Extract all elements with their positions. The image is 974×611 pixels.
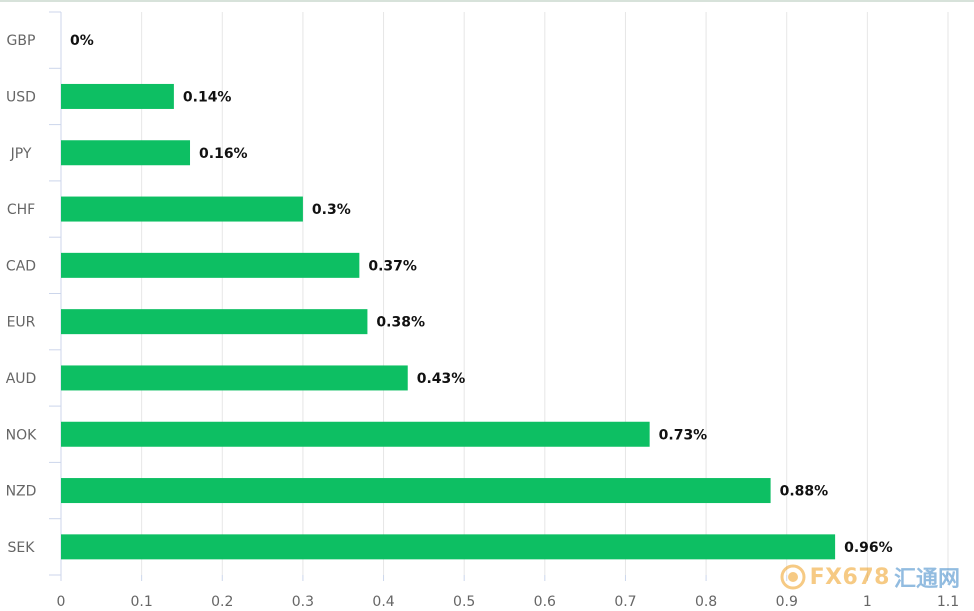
data-label: 0.16% [199,146,248,162]
category-label: EUR [7,315,36,331]
x-tick-label: 0.4 [372,594,394,610]
data-label: 0.88% [780,484,829,500]
bar-aud [61,365,408,391]
x-tick-label: 1 [863,594,872,610]
data-label: 0% [70,33,94,49]
category-label: JPY [10,146,32,162]
bar-nzd [61,478,771,504]
x-tick-label: 0.7 [614,594,636,610]
x-tick-label: 0.3 [292,594,314,610]
x-tick-labels: 0 0.1 0.2 0.3 0.4 0.5 0.6 0.7 0.8 0.9 1 1.1 [57,594,960,610]
x-tick-label: 0.9 [776,594,798,610]
data-label: 0.38% [376,315,425,331]
category-label: SEK [8,540,36,556]
bar-chf [61,196,303,222]
data-label: 0.14% [183,89,232,105]
category-label: AUD [6,371,37,387]
bar-sek [61,534,836,560]
data-label: 0.43% [417,371,466,387]
x-tick-label: 1.1 [937,594,959,610]
top-border [0,0,974,2]
data-label: 0.37% [368,258,417,274]
bar-usd [61,83,174,109]
category-label: CHF [7,202,35,218]
bar-jpy [61,140,191,166]
x-tick-label: 0 [57,594,66,610]
data-label: 0.96% [844,540,893,556]
x-tick-label: 0.5 [453,594,475,610]
watermark-brand: FX678 [809,564,890,590]
watermark-brand-cn: 汇通网 [893,567,960,592]
category-label: NOK [6,427,37,443]
x-tick-label: 0.1 [131,594,153,610]
category-label: CAD [6,258,36,274]
bar-nok [61,421,650,447]
bar-cad [61,252,360,278]
category-label: NZD [6,484,37,500]
fx678-logo-icon [780,564,806,590]
watermark: FX678 汇通网 [780,561,960,593]
x-tick-label: 0.6 [534,594,556,610]
category-label: USD [6,89,36,105]
data-labels: 0% 0.14% 0.16% 0.3% 0.37% 0.38% 0.43% 0.73% 0.88… [70,33,893,556]
category-labels: GBP USD JPY CHF CAD EUR AUD NOK NZD SEK [6,33,38,556]
x-tick-label: 0.8 [695,594,717,610]
data-label: 0.3% [312,202,351,218]
x-tick-label: 0.2 [211,594,233,610]
bars [61,83,836,560]
bar-eur [61,309,368,335]
data-label: 0.73% [659,427,708,443]
category-label: GBP [7,33,36,49]
